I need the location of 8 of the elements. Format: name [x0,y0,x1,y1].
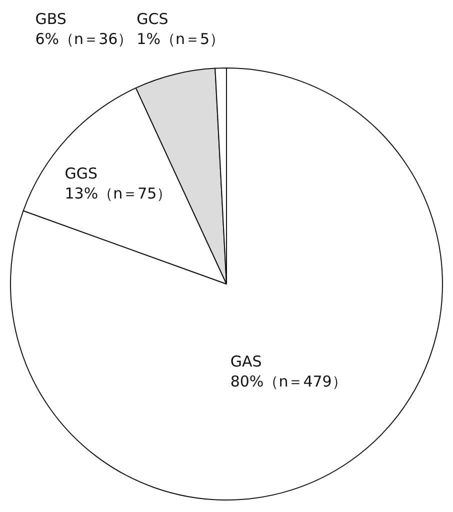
data-label: 80%（n＝479） [230,372,347,390]
slice-label: GAS [230,352,262,370]
data-label: 13%（n＝75） [64,184,172,203]
data-label: 6%（n＝36） [35,30,133,48]
slice-label: GBS [35,10,66,28]
data-label: 1%（n＝5） [136,30,225,48]
slice-label: GCS [136,10,168,28]
slice-label: GGS [64,164,98,183]
